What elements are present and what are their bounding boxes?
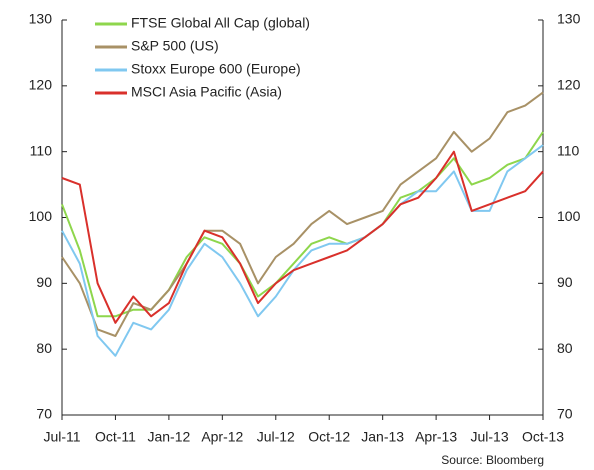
y-tick-label: 120 xyxy=(29,77,53,93)
series-line xyxy=(61,91,544,337)
y2-tick-label: 80 xyxy=(557,340,573,356)
x-tick-label: Oct-12 xyxy=(308,429,350,445)
series-line xyxy=(61,150,544,324)
y2-tick-label: 120 xyxy=(557,77,581,93)
x-tick-label: Oct-13 xyxy=(522,429,564,445)
y-tick-label: 70 xyxy=(36,406,52,422)
y-tick-label: 100 xyxy=(29,208,53,224)
y-tick-label: 90 xyxy=(36,274,52,290)
legend-label: MSCI Asia Pacific (Asia) xyxy=(131,84,282,100)
series-line xyxy=(61,144,544,357)
legend-label: Stoxx Europe 600 (Europe) xyxy=(131,61,301,77)
y-tick-label: 130 xyxy=(29,11,53,27)
y-tick-label: 80 xyxy=(36,340,52,356)
y2-tick-label: 100 xyxy=(557,208,581,224)
y2-tick-label: 90 xyxy=(557,274,573,290)
legend-label: FTSE Global All Cap (global) xyxy=(131,15,310,31)
x-tick-label: Oct-11 xyxy=(95,429,136,445)
x-tick-label: Jul-13 xyxy=(470,429,508,445)
y2-tick-label: 130 xyxy=(557,11,581,27)
x-tick-label: Apr-12 xyxy=(201,429,243,445)
y2-tick-label: 70 xyxy=(557,406,573,422)
legend-label: S&P 500 (US) xyxy=(131,38,219,54)
x-tick-label: Jan-13 xyxy=(361,429,404,445)
series-line xyxy=(61,131,544,318)
y2-tick-label: 110 xyxy=(557,142,580,158)
x-tick-label: Jul-12 xyxy=(257,429,295,445)
x-tick-label: Jan-12 xyxy=(147,429,190,445)
y-tick-label: 110 xyxy=(30,142,53,158)
x-tick-label: Jul-11 xyxy=(43,429,80,445)
x-tick-label: Apr-13 xyxy=(415,429,457,445)
source-note: Source: Bloomberg xyxy=(441,453,544,467)
